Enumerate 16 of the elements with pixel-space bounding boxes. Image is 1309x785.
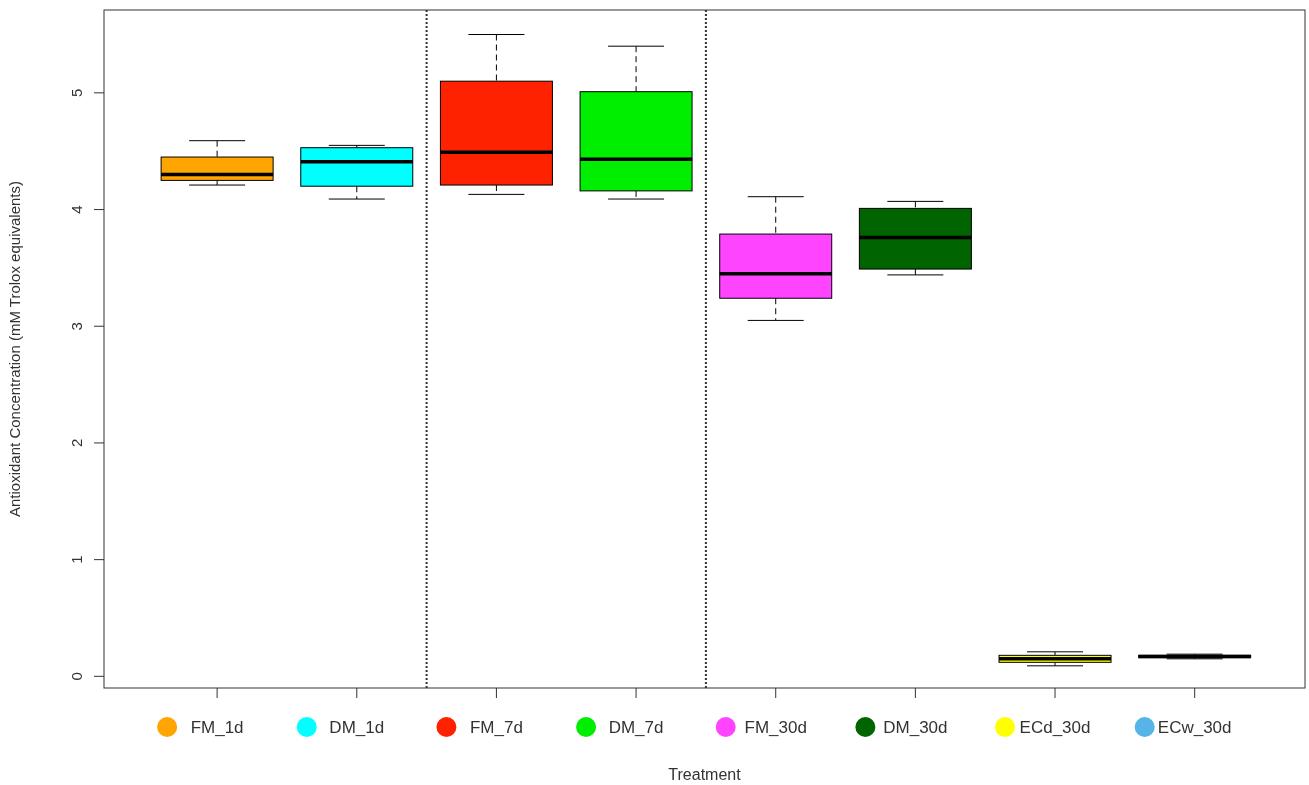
x-tick-label: ECd_30d [1019, 718, 1091, 737]
x-tick-label: DM_30d [883, 718, 948, 737]
y-tick-label: 3 [68, 322, 85, 331]
x-axis-title: Treatment [668, 766, 742, 783]
y-tick-label: 2 [68, 438, 85, 448]
x-tick-label: FM_30d [744, 718, 807, 737]
x-tick-label: DM_1d [329, 718, 385, 737]
y-tick-label: 0 [68, 672, 85, 681]
y-tick-label: 5 [68, 88, 85, 98]
y-axis-title: Antioxidant Concentration (mM Trolox equivalents) [6, 181, 23, 517]
x-tick-label: FM_7d [469, 718, 523, 737]
x-tick-label: FM_1d [190, 718, 244, 737]
x-tick-label: ECw_30d [1157, 718, 1232, 737]
y-tick-label: 4 [68, 205, 85, 214]
y-tick-label: 1 [68, 555, 85, 564]
x-tick-label: DM_7d [608, 718, 664, 737]
